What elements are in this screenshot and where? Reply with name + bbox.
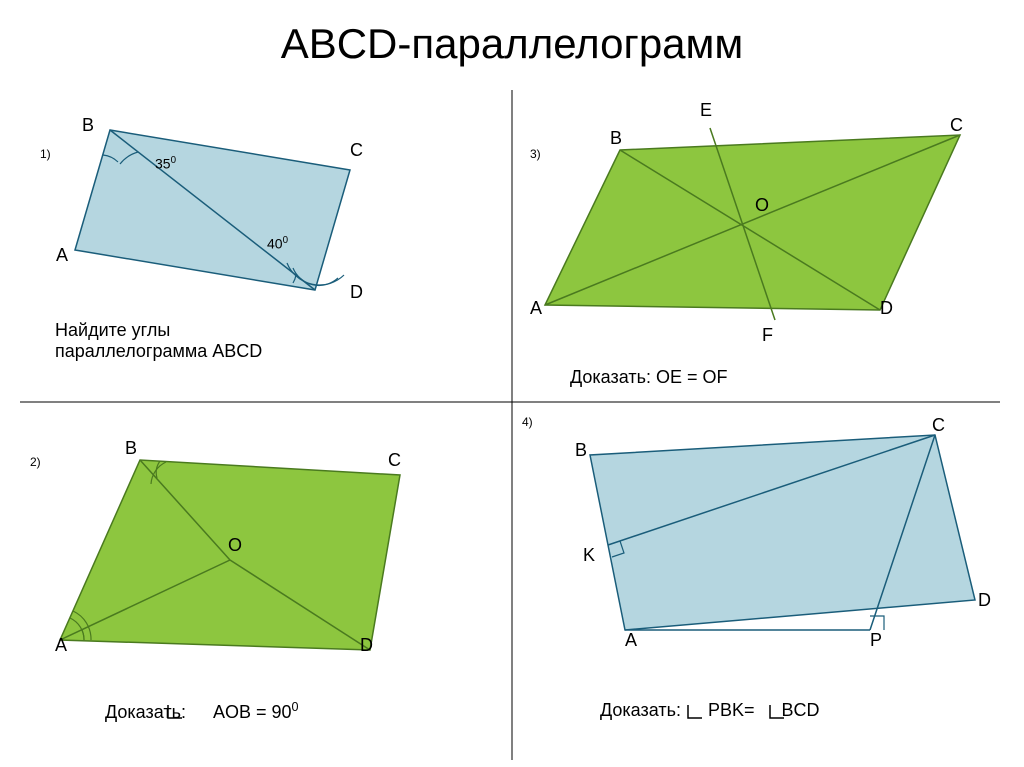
p3-A: A: [530, 298, 542, 319]
p2-B: B: [125, 438, 137, 459]
p3-B: B: [610, 128, 622, 149]
p4-P: P: [870, 630, 882, 651]
p2-A: A: [55, 635, 67, 656]
p3-E: E: [700, 100, 712, 121]
p4-B: B: [575, 440, 587, 461]
p3-F: F: [762, 325, 773, 346]
p4-K: K: [583, 545, 595, 566]
p1-D: D: [350, 282, 363, 303]
p2-O: O: [228, 535, 242, 556]
p3-num: 3): [530, 147, 541, 161]
p1-C: C: [350, 140, 363, 161]
p1-num: 1): [40, 147, 51, 161]
p2-C: C: [388, 450, 401, 471]
p1-task: Найдите углы параллелограмма ABCD: [55, 320, 315, 362]
p2-D: D: [360, 635, 373, 656]
p4-C: C: [932, 415, 945, 436]
p1-A: A: [56, 245, 68, 266]
p4-D: D: [978, 590, 991, 611]
p1-angle40: 400: [267, 235, 288, 252]
p4-A: A: [625, 630, 637, 651]
p3-O: O: [755, 195, 769, 216]
p4-num: 4): [522, 415, 533, 429]
geometry-canvas: [0, 0, 1024, 767]
p4-task: Доказать: PBK= BCD: [600, 700, 820, 721]
p3-task: Доказать: OE = OF: [570, 367, 728, 388]
p2-task: Доказать: AOB = 900: [105, 700, 299, 723]
p3-D: D: [880, 298, 893, 319]
p2-num: 2): [30, 455, 41, 469]
p1-B: B: [82, 115, 94, 136]
p3-C: C: [950, 115, 963, 136]
p1-angle35: 350: [155, 155, 176, 172]
p4-shape: [590, 435, 975, 630]
